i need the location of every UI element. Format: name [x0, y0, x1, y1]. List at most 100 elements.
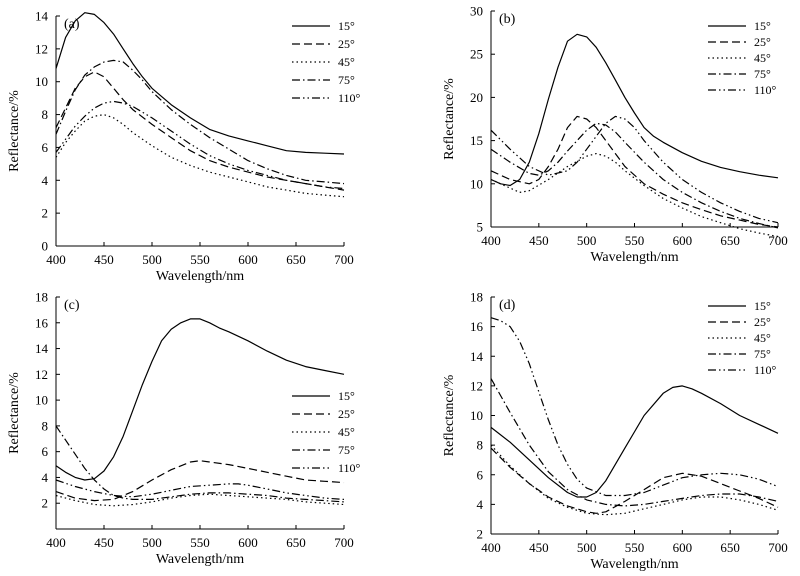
legend-label: 45°	[754, 51, 771, 65]
y-tick-label: 20	[470, 90, 483, 105]
x-tick-label: 650	[286, 535, 306, 550]
y-tick-label: 10	[470, 408, 483, 423]
y-tick-label: 14	[35, 9, 49, 24]
y-tick-label: 14	[35, 341, 49, 356]
series-line-dashdotdot	[490, 115, 779, 224]
x-tick-label: 550	[190, 252, 210, 267]
x-tick-label: 450	[529, 540, 549, 555]
series-line-dashed	[490, 447, 779, 514]
y-axis-title: Reflectance/%	[7, 372, 22, 454]
y-tick-label: 16	[35, 315, 49, 330]
series-line-dotted	[490, 444, 779, 516]
x-tick-label: 700	[768, 233, 788, 248]
series-line-dotted	[55, 493, 345, 507]
legend-label: 45°	[338, 425, 355, 439]
x-tick-label: 700	[768, 540, 788, 555]
y-tick-label: 15	[470, 133, 483, 148]
x-tick-label: 600	[238, 252, 258, 267]
x-tick-label: 400	[481, 233, 501, 248]
series-line-dashdot	[490, 122, 779, 229]
series-line-solid	[490, 33, 779, 187]
legend-label: 110°	[754, 363, 777, 377]
x-tick-label: 500	[577, 233, 597, 248]
x-tick-label: 650	[286, 252, 306, 267]
y-tick-label: 14	[470, 349, 484, 364]
series-line-dotted	[55, 114, 345, 198]
panel-label: (c)	[64, 298, 80, 313]
legend-label: 75°	[754, 347, 771, 361]
legend-label: 75°	[754, 67, 771, 81]
series-line-dashed	[55, 71, 345, 191]
x-tick-label: 400	[481, 540, 501, 555]
x-tick-label: 450	[529, 233, 549, 248]
y-tick-label: 6	[42, 140, 49, 155]
y-tick-label: 4	[477, 497, 484, 512]
y-axis-title: Reflectance/%	[7, 90, 22, 172]
y-tick-label: 30	[470, 4, 483, 19]
legend-label: 110°	[754, 83, 777, 97]
series-line-dashdot	[55, 425, 345, 503]
x-axis-title: Wavelength/nm	[156, 552, 244, 567]
x-tick-label: 550	[625, 233, 645, 248]
y-tick-label: 2	[477, 527, 484, 542]
x-tick-label: 450	[94, 535, 114, 550]
legend-label: 15°	[754, 299, 771, 313]
x-tick-label: 700	[334, 252, 354, 267]
chart-panel-c: 400 450 500 550 600 650 700 2 4 6 8 10 12 14 16 18 Wavel…	[7, 290, 361, 568]
series-line-dashdot	[490, 378, 779, 507]
chart-panel-b: 400 450 500 550 600 650 700 5 10 15 20 25 30 Waveleng…	[442, 4, 788, 266]
series-line-dotted	[490, 153, 779, 238]
legend-label: 15°	[754, 19, 771, 33]
legend-label: 25°	[754, 315, 771, 329]
y-tick-label: 4	[42, 470, 49, 485]
x-axis-title: Wavelength/nm	[156, 269, 244, 284]
x-tick-label: 400	[46, 535, 66, 550]
panel-label: (b)	[499, 12, 516, 27]
legend-label: 110°	[338, 91, 361, 105]
series-line-dashdotdot	[55, 479, 345, 500]
legend-label: 25°	[338, 37, 355, 51]
series-line-solid	[490, 385, 779, 498]
y-tick-label: 4	[42, 173, 49, 188]
y-tick-label: 18	[470, 290, 483, 305]
y-axis-title: Reflectance/%	[442, 374, 457, 456]
y-tick-label: 25	[470, 47, 483, 62]
x-tick-label: 600	[673, 540, 693, 555]
legend-label: 25°	[338, 407, 355, 421]
legend-label: 75°	[338, 443, 355, 457]
series-line-dashdot	[55, 59, 345, 185]
y-tick-label: 5	[477, 220, 484, 235]
y-tick-label: 2	[42, 496, 49, 511]
y-tick-label: 0	[42, 239, 49, 254]
x-tick-label: 400	[46, 252, 66, 267]
y-tick-label: 8	[42, 418, 49, 433]
legend-label: 15°	[338, 389, 355, 403]
series-line-dashed	[55, 460, 345, 502]
y-tick-label: 8	[477, 438, 484, 453]
legend-label: 75°	[338, 73, 355, 87]
y-tick-label: 10	[470, 176, 483, 191]
x-tick-label: 650	[720, 540, 740, 555]
x-tick-label: 650	[720, 233, 740, 248]
panel-label: (d)	[499, 298, 516, 313]
x-tick-label: 500	[142, 252, 162, 267]
x-tick-label: 500	[142, 535, 162, 550]
y-tick-label: 18	[35, 290, 48, 305]
series-line-solid	[55, 318, 345, 481]
x-tick-label: 550	[625, 540, 645, 555]
legend-label: 25°	[754, 35, 771, 49]
y-tick-label: 10	[35, 74, 48, 89]
y-tick-label: 2	[42, 206, 49, 221]
y-tick-label: 10	[35, 393, 48, 408]
y-tick-label: 8	[42, 107, 49, 122]
y-tick-label: 6	[42, 444, 49, 459]
series-line-dashdotdot	[55, 100, 345, 190]
series-line-dashdotdot	[490, 317, 779, 497]
y-tick-label: 6	[477, 467, 484, 482]
x-axis-title: Wavelength/nm	[590, 250, 678, 265]
x-tick-label: 500	[577, 540, 597, 555]
y-tick-label: 12	[470, 378, 483, 393]
legend-label: 45°	[338, 55, 355, 69]
y-tick-label: 12	[35, 41, 48, 56]
